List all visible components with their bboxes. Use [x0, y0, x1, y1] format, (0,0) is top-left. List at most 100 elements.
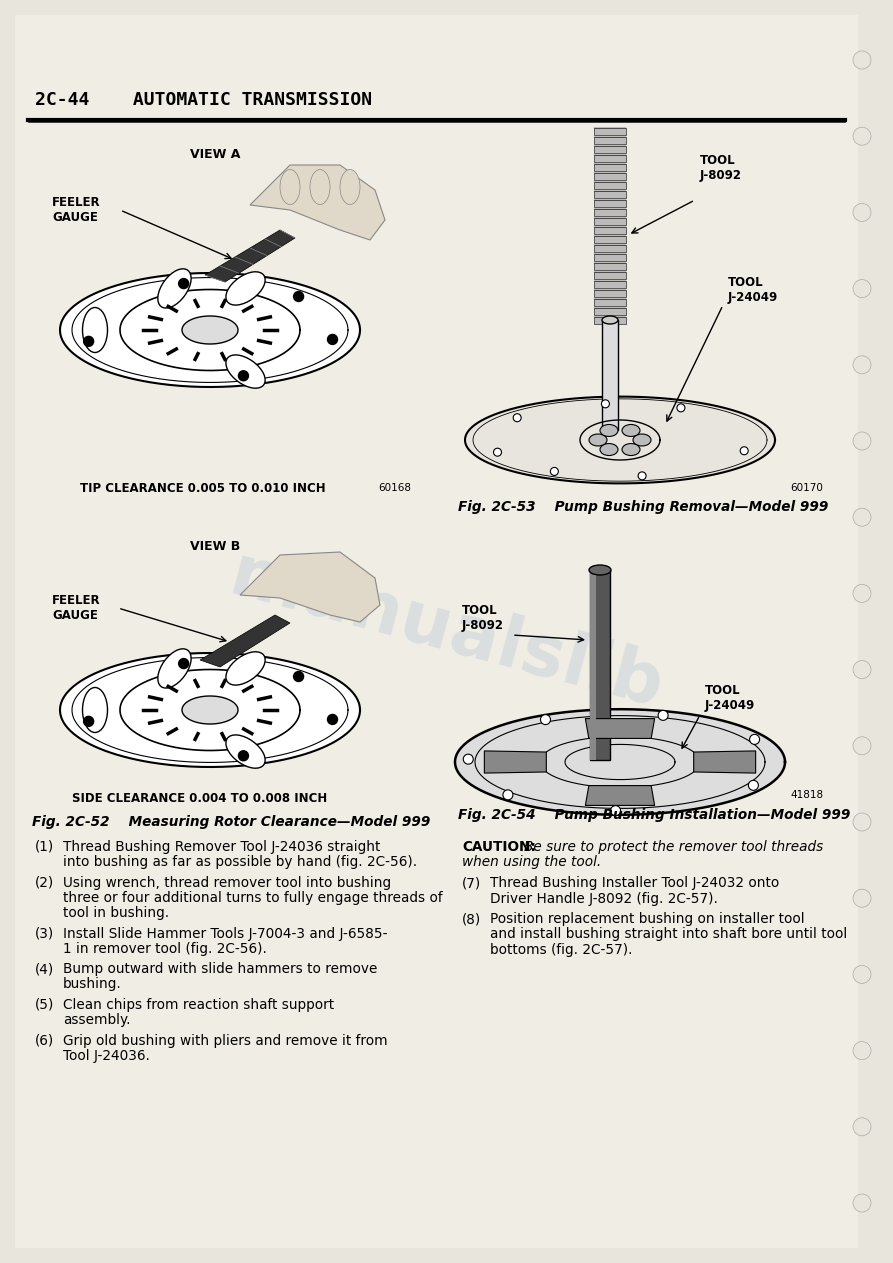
Circle shape: [638, 472, 647, 480]
Bar: [594, 191, 626, 198]
Circle shape: [853, 965, 871, 984]
Circle shape: [550, 467, 558, 475]
Text: (1): (1): [35, 840, 54, 854]
Polygon shape: [182, 316, 238, 344]
Polygon shape: [602, 320, 618, 429]
Polygon shape: [182, 696, 238, 724]
Circle shape: [503, 789, 513, 799]
Circle shape: [84, 716, 94, 726]
Text: assembly.: assembly.: [63, 1013, 130, 1027]
Bar: [594, 254, 626, 261]
Circle shape: [328, 335, 338, 345]
Ellipse shape: [602, 316, 618, 325]
Text: Driver Handle J-8092 (fig. 2C-57).: Driver Handle J-8092 (fig. 2C-57).: [490, 892, 718, 906]
Text: TIP CLEARANCE 0.005 TO 0.010 INCH: TIP CLEARANCE 0.005 TO 0.010 INCH: [80, 481, 326, 495]
Bar: [594, 218, 626, 225]
Text: FEELER
GAUGE: FEELER GAUGE: [52, 594, 101, 621]
Circle shape: [513, 414, 522, 422]
Text: 60170: 60170: [790, 482, 822, 493]
Text: bushing.: bushing.: [63, 978, 121, 991]
Circle shape: [294, 672, 304, 682]
Text: TOOL
J-8092: TOOL J-8092: [700, 154, 742, 182]
Bar: [594, 245, 626, 253]
Circle shape: [494, 448, 502, 456]
Bar: [594, 147, 626, 153]
Ellipse shape: [158, 269, 191, 308]
Text: (7): (7): [462, 877, 481, 890]
Text: Install Slide Hammer Tools J-7004-3 and J-6585-: Install Slide Hammer Tools J-7004-3 and …: [63, 927, 388, 941]
Circle shape: [853, 661, 871, 678]
Bar: [594, 164, 626, 171]
Text: Fig. 2C-52    Measuring Rotor Clearance—Model 999: Fig. 2C-52 Measuring Rotor Clearance—Mod…: [32, 815, 430, 829]
Ellipse shape: [226, 735, 265, 768]
Circle shape: [853, 432, 871, 450]
Text: Thread Bushing Installer Tool J-24032 onto: Thread Bushing Installer Tool J-24032 on…: [490, 877, 780, 890]
Circle shape: [749, 734, 760, 744]
Bar: [594, 208, 626, 216]
Text: Bump outward with slide hammers to remove: Bump outward with slide hammers to remov…: [63, 962, 378, 976]
Ellipse shape: [82, 307, 107, 352]
Bar: [594, 155, 626, 162]
Ellipse shape: [226, 652, 265, 685]
Text: TOOL
J-24049: TOOL J-24049: [705, 685, 755, 712]
Ellipse shape: [589, 434, 607, 446]
Ellipse shape: [633, 434, 651, 446]
Text: manualslib: manualslib: [222, 541, 671, 722]
Circle shape: [238, 371, 248, 380]
Text: 41818: 41818: [790, 789, 823, 799]
Text: CAUTION:: CAUTION:: [462, 840, 536, 854]
Ellipse shape: [622, 443, 640, 456]
Circle shape: [853, 51, 871, 69]
Text: Be sure to protect the remover tool threads: Be sure to protect the remover tool thre…: [524, 840, 823, 854]
Bar: [594, 173, 626, 181]
Polygon shape: [586, 719, 655, 739]
Polygon shape: [590, 570, 610, 760]
Circle shape: [294, 292, 304, 302]
Bar: [594, 290, 626, 297]
Circle shape: [601, 400, 609, 408]
Text: and install bushing straight into shaft bore until tool: and install bushing straight into shaft …: [490, 927, 847, 941]
Bar: [594, 272, 626, 279]
Ellipse shape: [600, 443, 618, 456]
Text: 2C-44    AUTOMATIC TRANSMISSION: 2C-44 AUTOMATIC TRANSMISSION: [35, 91, 372, 109]
Circle shape: [611, 806, 621, 816]
Bar: [594, 263, 626, 270]
Bar: [594, 200, 626, 207]
Text: TOOL
J-8092: TOOL J-8092: [462, 604, 504, 632]
Text: (6): (6): [35, 1033, 54, 1048]
Ellipse shape: [622, 424, 640, 437]
Text: tool in bushing.: tool in bushing.: [63, 906, 169, 919]
Text: (8): (8): [462, 912, 481, 926]
Polygon shape: [465, 397, 775, 484]
Bar: [594, 280, 626, 288]
Circle shape: [853, 203, 871, 221]
Polygon shape: [694, 751, 755, 773]
Text: (4): (4): [35, 962, 54, 976]
Ellipse shape: [310, 169, 330, 205]
Polygon shape: [60, 653, 360, 767]
Polygon shape: [60, 273, 360, 386]
Ellipse shape: [340, 169, 360, 205]
Text: (5): (5): [35, 998, 54, 1012]
Text: Clean chips from reaction shaft support: Clean chips from reaction shaft support: [63, 998, 334, 1012]
Text: Fig. 2C-53    Pump Bushing Removal—Model 999: Fig. 2C-53 Pump Bushing Removal—Model 99…: [458, 500, 829, 514]
Text: (2): (2): [35, 875, 54, 889]
Polygon shape: [455, 710, 785, 815]
Circle shape: [677, 404, 685, 412]
Bar: [594, 317, 626, 325]
Circle shape: [853, 1194, 871, 1212]
Text: bottoms (fig. 2C-57).: bottoms (fig. 2C-57).: [490, 942, 632, 956]
Text: 60168: 60168: [378, 482, 411, 493]
Circle shape: [853, 889, 871, 907]
Circle shape: [238, 750, 248, 760]
Text: (3): (3): [35, 927, 54, 941]
Text: Fig. 2C-54    Pump Bushing Installation—Model 999: Fig. 2C-54 Pump Bushing Installation—Mod…: [458, 808, 850, 822]
Circle shape: [540, 715, 550, 725]
Text: SIDE CLEARANCE 0.004 TO 0.008 INCH: SIDE CLEARANCE 0.004 TO 0.008 INCH: [72, 792, 327, 805]
Bar: [594, 299, 626, 306]
Circle shape: [853, 585, 871, 602]
Text: when using the tool.: when using the tool.: [462, 855, 601, 869]
Text: Thread Bushing Remover Tool J-24036 straight: Thread Bushing Remover Tool J-24036 stra…: [63, 840, 380, 854]
Circle shape: [853, 736, 871, 755]
Circle shape: [463, 754, 473, 764]
